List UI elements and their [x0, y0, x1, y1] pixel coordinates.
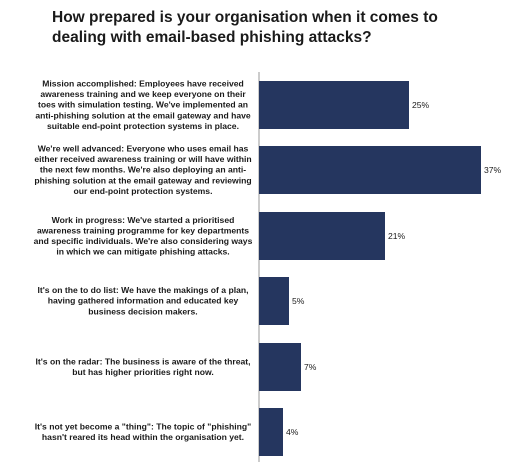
category-label: It's on the radar: The business is aware…	[35, 356, 250, 377]
category-label-line: phishing solution at the email gateway a…	[34, 175, 251, 185]
bar	[259, 212, 385, 260]
category-label: We're well advanced: Everyone who uses e…	[34, 144, 251, 196]
bar	[259, 277, 289, 325]
category-label-line: business decision makers.	[88, 306, 197, 316]
category-label-line: having gathered information and educated…	[48, 296, 239, 306]
category-label-line: hasn't reared its head within the organi…	[42, 432, 244, 442]
category-label-line: Mission accomplished: Employees have rec…	[42, 79, 244, 89]
category-label-line: in which we can mitigate phishing attack…	[56, 247, 229, 257]
bar	[259, 408, 283, 456]
value-label: 7%	[304, 362, 317, 372]
category-label-line: the next few months. We're also deployin…	[40, 165, 246, 175]
category-label-line: It's not yet become a "thing": The topic…	[35, 421, 251, 431]
category-label: Work in progress: We've started a priori…	[34, 215, 253, 257]
category-label: Mission accomplished: Employees have rec…	[35, 79, 251, 131]
category-label: It's not yet become a "thing": The topic…	[35, 421, 251, 442]
category-label: It's on the to do list: We have the maki…	[37, 285, 248, 316]
bar	[259, 343, 301, 391]
value-label: 21%	[388, 231, 406, 241]
value-label: 4%	[286, 427, 299, 437]
bar	[259, 81, 409, 129]
bar	[259, 146, 481, 194]
category-label-line: We're well advanced: Everyone who uses e…	[38, 144, 249, 154]
chart-title: How prepared is your organisation when i…	[52, 9, 438, 46]
category-label-line: awareness training and we keep everyone …	[40, 89, 246, 99]
value-label: 37%	[484, 165, 502, 175]
category-label-line: anti-phishing solution at the email gate…	[35, 110, 251, 120]
category-label-line: our end-point protection systems.	[74, 186, 213, 196]
category-label-line: suitable end-point protection systems in…	[47, 121, 239, 131]
category-label-line: Work in progress: We've started a priori…	[52, 215, 235, 225]
category-label-line: either received awareness training or wi…	[34, 154, 251, 164]
category-label-line: but has higher priorities right now.	[72, 367, 213, 377]
category-label-line: and specific individuals. We're also con…	[34, 236, 253, 246]
category-label-line: awareness training programme for key dep…	[37, 225, 249, 235]
category-label-line: toes with simulation testing. We've impl…	[38, 100, 248, 110]
value-label: 25%	[412, 100, 430, 110]
category-label-line: It's on the radar: The business is aware…	[35, 356, 250, 366]
value-label: 5%	[292, 296, 305, 306]
category-label-line: It's on the to do list: We have the maki…	[37, 285, 248, 295]
